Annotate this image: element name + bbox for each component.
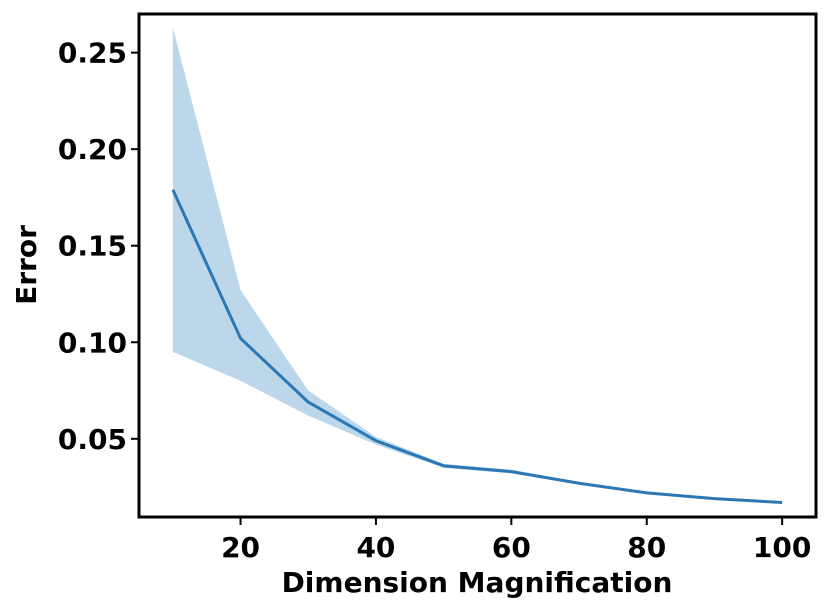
y-axis-title: Error bbox=[10, 225, 43, 305]
x-tick-label: 40 bbox=[356, 531, 395, 564]
x-tick-label: 60 bbox=[492, 531, 531, 564]
y-tick-label: 0.05 bbox=[58, 423, 127, 456]
series-line bbox=[171, 189, 783, 505]
x-axis: 20 40 60 80 100 bbox=[221, 517, 811, 564]
confidence-band-layer bbox=[172, 27, 783, 503]
y-tick-label: 0.15 bbox=[58, 230, 127, 263]
y-tick-label: 0.20 bbox=[58, 133, 127, 166]
y-tick-label: 0.25 bbox=[58, 37, 127, 70]
x-axis-title: Dimension Magnification bbox=[282, 566, 673, 599]
x-tick-label: 20 bbox=[221, 531, 260, 564]
y-tick-label: 0.10 bbox=[58, 326, 127, 359]
x-tick-label: 100 bbox=[753, 531, 811, 564]
plot-frame bbox=[137, 12, 818, 519]
series-line-layer bbox=[171, 189, 783, 505]
x-tick-label: 80 bbox=[627, 531, 666, 564]
y-axis: 0.05 0.10 0.15 0.20 0.25 bbox=[58, 37, 139, 456]
confidence-band bbox=[172, 27, 783, 503]
